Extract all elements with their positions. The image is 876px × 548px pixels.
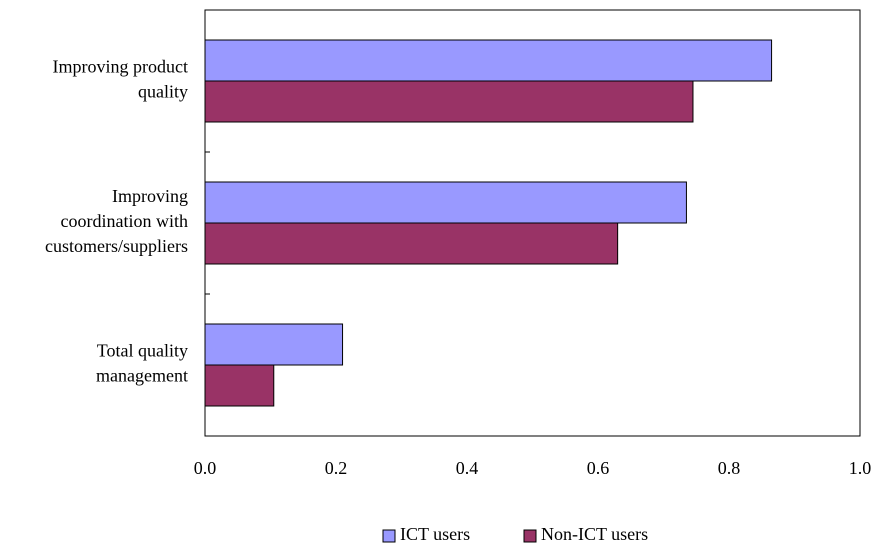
x-tick-label: 0.4: [456, 458, 479, 478]
category-label: management: [96, 366, 188, 386]
x-tick-label: 1.0: [849, 458, 872, 478]
bar-ict: [204, 39, 773, 82]
category-label: Improving product: [53, 57, 188, 77]
x-tick-label: 0.2: [325, 458, 348, 478]
bar-non-ict: [204, 364, 275, 407]
legend-label[interactable]: Non-ICT users: [541, 524, 648, 544]
y-axis-labels: Improving product quality Improving coordin…: [45, 57, 188, 386]
bar-non-ict: [204, 222, 619, 265]
x-tick-label: 0.8: [718, 458, 741, 478]
category-label: coordination with: [61, 211, 188, 231]
x-tick-label: 0.6: [587, 458, 610, 478]
legend[interactable]: ICT users Non-ICT users: [382, 524, 648, 544]
category-label: quality: [138, 82, 188, 102]
legend-swatch[interactable]: [523, 529, 537, 543]
category-label: customers/suppliers: [45, 236, 188, 256]
bars: [204, 39, 773, 407]
bar-non-ict: [204, 80, 694, 123]
legend-swatch[interactable]: [382, 529, 396, 543]
category-label: Total quality: [97, 341, 188, 361]
bar-ict: [204, 181, 687, 224]
legend-label[interactable]: ICT users: [400, 524, 470, 544]
category-label: Improving: [112, 186, 188, 206]
bar-ict: [204, 323, 344, 366]
x-axis-ticks: 0.0 0.2 0.4 0.6 0.8 1.0: [194, 458, 872, 478]
x-tick-label: 0.0: [194, 458, 217, 478]
